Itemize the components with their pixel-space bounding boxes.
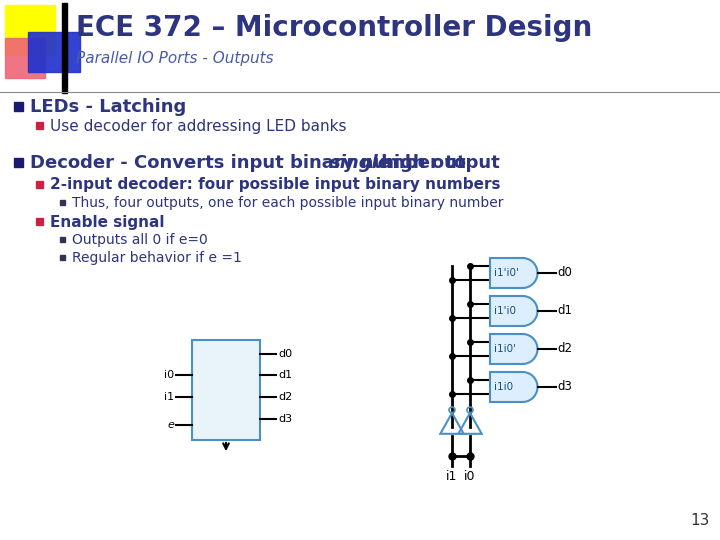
Text: 2-input decoder: four possible input binary numbers: 2-input decoder: four possible input bin… [50, 178, 500, 192]
Text: d3: d3 [278, 414, 292, 424]
Bar [62, 3, 67, 93]
Bar [192, 340, 260, 440]
Text: e: e [167, 420, 174, 430]
Text: high output: high output [374, 154, 500, 172]
Bar [36, 181, 43, 188]
Text: Decoder - Converts input binary number to: Decoder - Converts input binary number t… [30, 154, 472, 172]
Text: i1: i1 [164, 392, 174, 402]
Text: i1: i1 [446, 470, 458, 483]
Text: Use decoder for addressing LED banks: Use decoder for addressing LED banks [50, 118, 346, 133]
Text: i1'i0: i1'i0 [494, 306, 516, 316]
Text: d2: d2 [278, 392, 292, 402]
Text: i0: i0 [164, 370, 174, 380]
Bar [14, 158, 23, 167]
Bar [60, 237, 65, 242]
Text: Enable signal: Enable signal [50, 214, 164, 230]
Bar [36, 218, 43, 225]
Polygon shape [490, 372, 538, 402]
Text: Parallel IO Ports - Outputs: Parallel IO Ports - Outputs [76, 51, 274, 65]
Text: d1: d1 [557, 305, 572, 318]
Text: Thus, four outputs, one for each possible input binary number: Thus, four outputs, one for each possibl… [72, 196, 503, 210]
Text: d0: d0 [278, 349, 292, 359]
Text: Outputs all 0 if e=0: Outputs all 0 if e=0 [72, 233, 208, 247]
Bar [60, 200, 65, 205]
Bar [36, 122, 43, 129]
Bar [60, 255, 65, 260]
Bar [14, 102, 23, 111]
Text: i1i0: i1i0 [494, 382, 513, 392]
Polygon shape [490, 258, 538, 288]
Text: i0: i0 [464, 470, 476, 483]
Bar [5, 5, 55, 55]
Bar [28, 32, 80, 72]
Text: ECE 372 – Microcontroller Design: ECE 372 – Microcontroller Design [76, 14, 593, 42]
Polygon shape [490, 334, 538, 364]
Text: 13: 13 [690, 513, 710, 528]
Text: LEDs - Latching: LEDs - Latching [30, 98, 186, 116]
Text: d1: d1 [278, 370, 292, 380]
Text: d0: d0 [557, 267, 572, 280]
Polygon shape [490, 296, 538, 326]
Text: Regular behavior if e =1: Regular behavior if e =1 [72, 251, 242, 265]
Text: single: single [330, 154, 391, 172]
Text: i1i0': i1i0' [494, 344, 516, 354]
Bar [5, 38, 45, 78]
Text: d2: d2 [557, 342, 572, 355]
Text: d3: d3 [557, 381, 572, 394]
Text: i1'i0': i1'i0' [494, 268, 519, 278]
